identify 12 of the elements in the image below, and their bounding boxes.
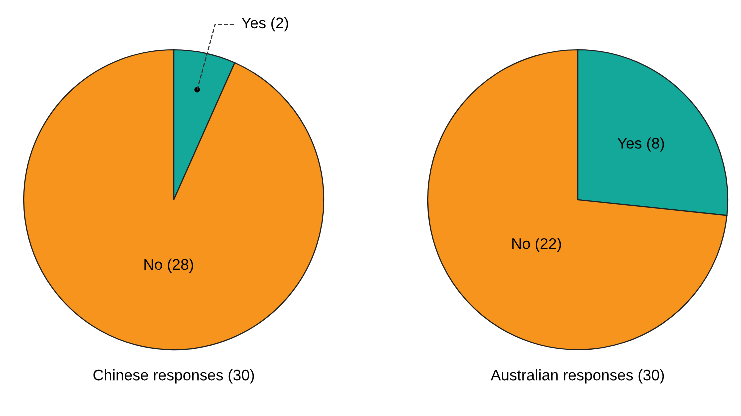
text: Chinese responses (30) — [94, 370, 254, 384]
slice-label: Yes — [242, 18, 266, 29]
pie-slice — [427, 49, 728, 351]
data-label: (8) — [647, 138, 664, 152]
pie-slice — [23, 49, 325, 351]
data-label: (22) — [536, 238, 562, 252]
data-label: (28) — [168, 258, 194, 274]
slice-label: No — [144, 259, 162, 270]
text: Australian responses (30) — [490, 370, 664, 384]
slice-label: No — [512, 238, 530, 250]
slice-label: Yes — [618, 138, 642, 149]
data-label: (2) — [272, 17, 288, 32]
